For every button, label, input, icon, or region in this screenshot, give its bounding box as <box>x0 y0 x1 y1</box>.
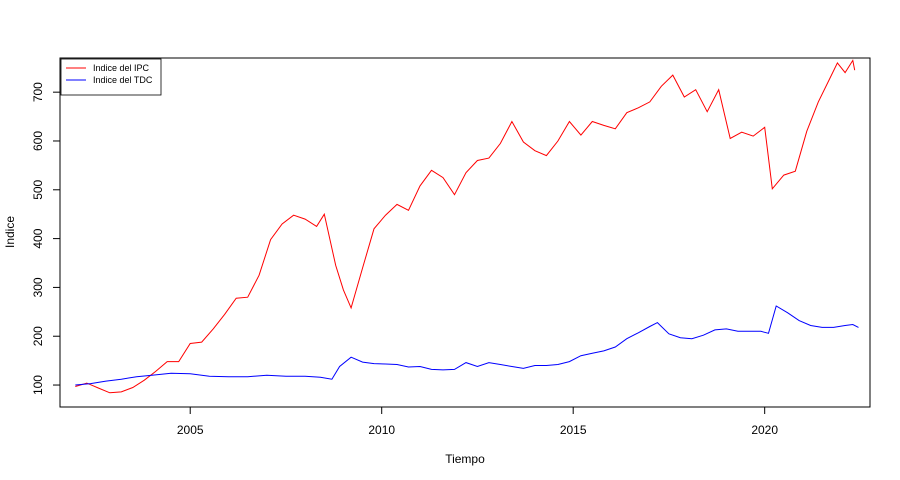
y-tick-label: 200 <box>31 326 45 346</box>
legend: Indice del IPC Indice del TDC <box>60 58 162 96</box>
y-axis: 100 200 300 400 500 600 700 <box>31 82 61 395</box>
y-tick-label: 300 <box>31 277 45 297</box>
legend-box <box>60 58 162 96</box>
x-axis: 2005 2010 2015 2020 <box>177 406 778 437</box>
y-tick-label: 700 <box>31 82 45 102</box>
y-axis-title: Indice <box>3 216 17 248</box>
series-line-tdc <box>75 305 859 386</box>
x-tick-label: 2010 <box>368 423 395 437</box>
y-tick-label: 600 <box>31 131 45 151</box>
y-tick-label: 500 <box>31 179 45 199</box>
series-line-ipc <box>75 59 856 394</box>
x-tick-label: 2015 <box>560 423 587 437</box>
x-axis-title: Tiempo <box>445 452 485 466</box>
legend-label: Indice del IPC <box>93 63 150 73</box>
y-tick-label: 400 <box>31 228 45 248</box>
y-tick-label: 100 <box>31 375 45 395</box>
x-tick-label: 2020 <box>751 423 778 437</box>
x-tick-label: 2005 <box>177 423 204 437</box>
legend-label: Indice del TDC <box>93 75 153 85</box>
series-layer <box>75 59 859 394</box>
